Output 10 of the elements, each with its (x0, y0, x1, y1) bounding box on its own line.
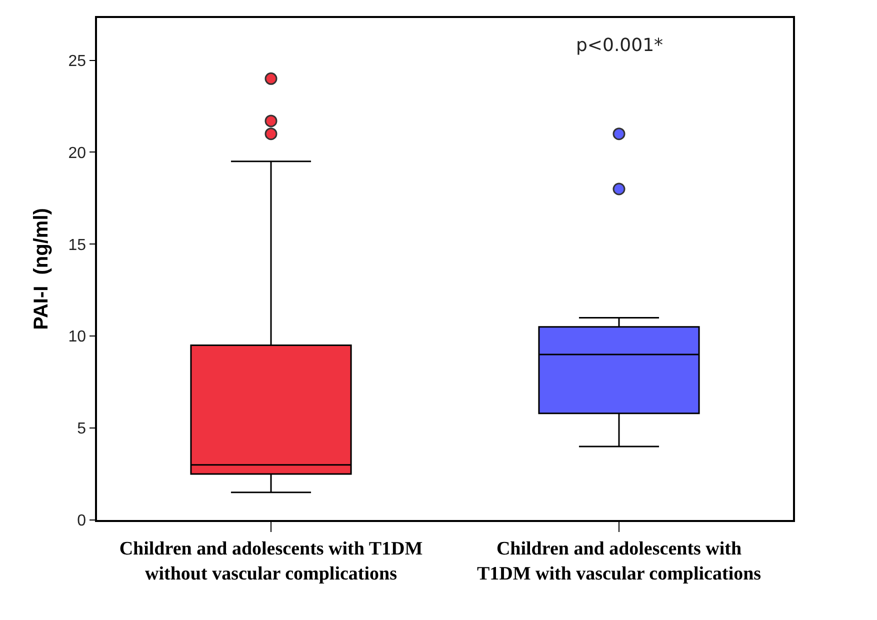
y-axis-title: PAI-I (ng/ml) (30, 208, 52, 330)
y-tick-label: 15 (68, 236, 86, 254)
y-tick-label: 10 (68, 328, 86, 346)
y-tick-label: 5 (77, 420, 86, 438)
y-tick-label: 0 (77, 512, 86, 530)
x-tick-label: Children and adolescents with T1DM without vascular complications (119, 538, 423, 584)
x-tick-label: Children and adolescents with T1DM with vascular complications (476, 538, 762, 584)
y-tick-label: 20 (68, 144, 86, 162)
y-tick-label: 25 (68, 52, 86, 70)
annotation: p<0.001* (576, 35, 664, 56)
